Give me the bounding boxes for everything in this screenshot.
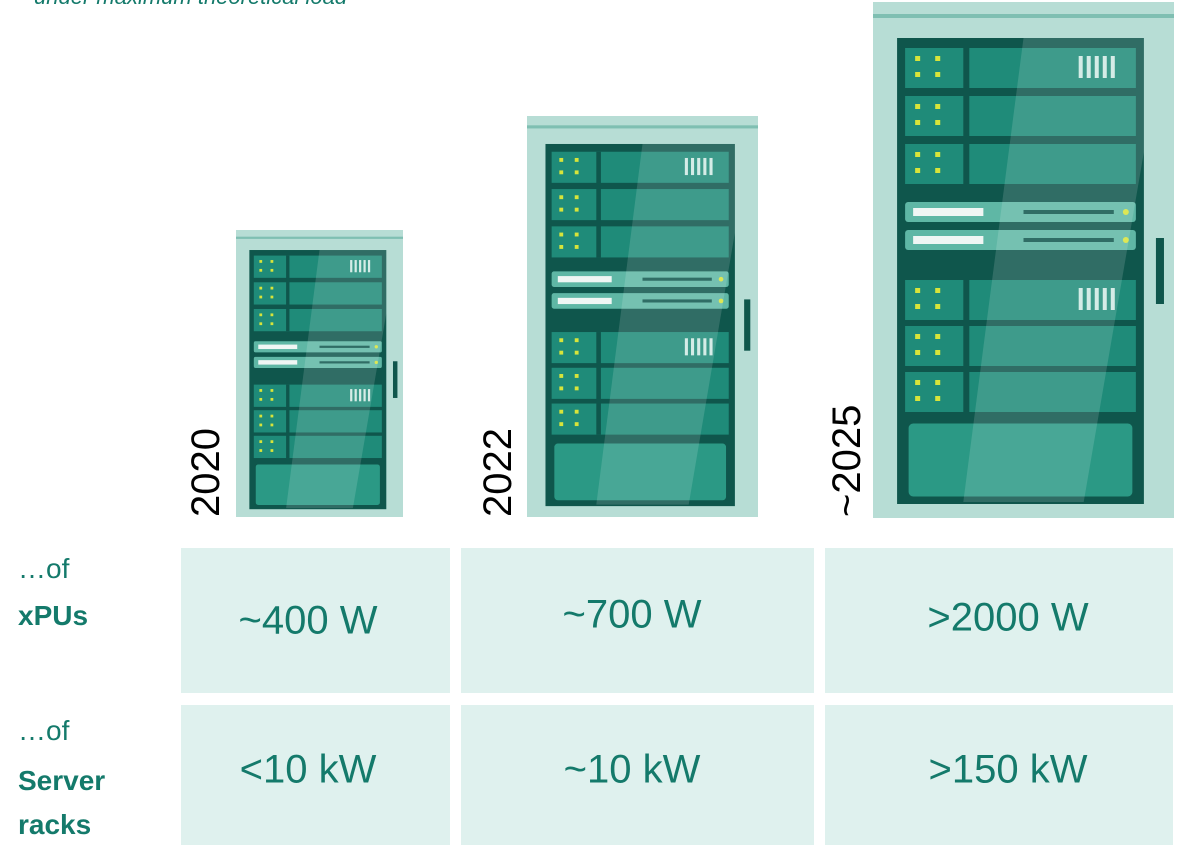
row-prefix: …of — [18, 715, 70, 746]
cell-value: ~700 W — [563, 593, 702, 637]
cell-bg — [825, 548, 1173, 693]
cell-bg — [461, 548, 814, 693]
year-label: 2020 — [184, 428, 228, 517]
rack-icon — [873, 2, 1174, 518]
cell-bg — [181, 548, 450, 693]
rack-icon — [236, 230, 403, 517]
cell-bg — [825, 705, 1173, 845]
cell-bg — [461, 705, 814, 845]
cell-value: <10 kW — [240, 748, 377, 792]
year-label: 2022 — [476, 428, 520, 517]
cell-value: ~400 W — [239, 599, 378, 643]
cell-value: >2000 W — [927, 596, 1088, 640]
rack-icon — [527, 116, 758, 517]
row-prefix: …of — [18, 553, 70, 584]
row: …of Server racks <10 kW ~10 kW >150 kW — [18, 705, 1173, 845]
note: under maximum theoretical load — [34, 0, 348, 9]
year-label: ~2025 — [825, 405, 869, 517]
row: …of xPUs ~400 W ~700 W >2000 W — [18, 548, 1173, 693]
row-label: xPUs — [18, 600, 88, 631]
cell-bg — [181, 705, 450, 845]
cell-value: >150 kW — [929, 748, 1088, 792]
row-label: Server racks — [18, 765, 105, 840]
cell-value: ~10 kW — [564, 748, 701, 792]
